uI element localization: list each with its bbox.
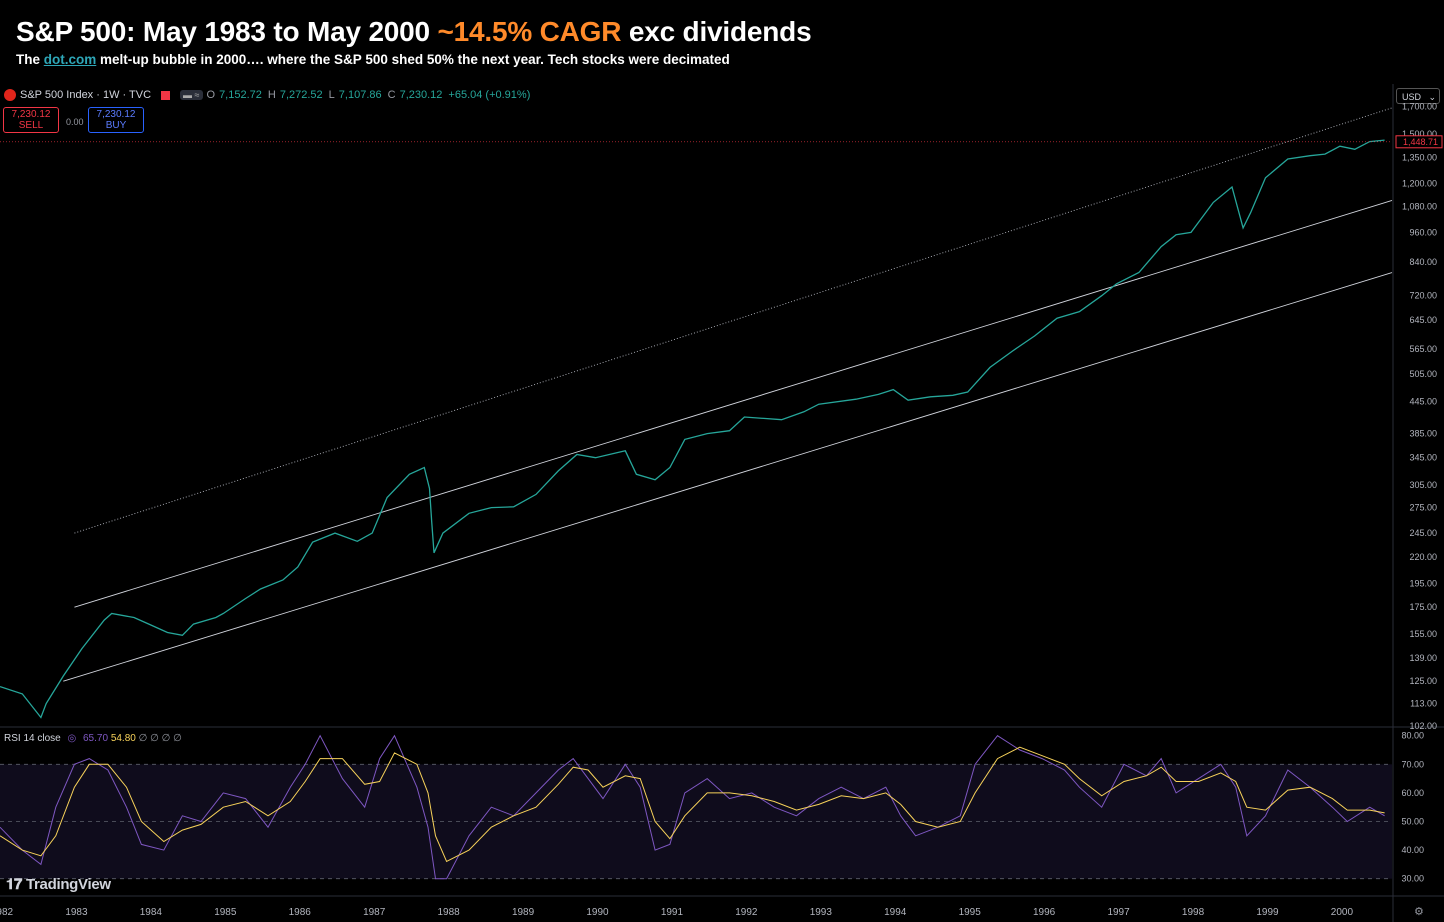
time-tick-label: 1991: [661, 907, 684, 918]
rsi-tick-label: 80.00: [1401, 731, 1424, 741]
gear-icon[interactable]: ⚙: [1414, 906, 1424, 918]
high-value: 7,272.52: [279, 89, 323, 101]
price-tick-label: 565.00: [1409, 344, 1437, 354]
last-price-box: [1395, 135, 1443, 149]
time-tick-label: 1998: [1182, 907, 1205, 918]
time-tick-label: 1982: [0, 907, 14, 918]
price-tick-label: 1,500.00: [1402, 129, 1437, 139]
symbol-legend: S&P 500 Index · 1W · TVC ▬ ≈ O 7,152.72 H…: [4, 89, 530, 101]
currency-selector[interactable]: USD ⌄: [1396, 88, 1440, 104]
tradingview-logo: 𝟏𝟕 TradingView: [6, 876, 111, 893]
settings-circle-icon[interactable]: ◎: [67, 733, 77, 744]
trend-line: [74, 199, 1393, 608]
close-value: 7,230.12: [399, 89, 443, 101]
rsi-tick-label: 50.00: [1401, 817, 1424, 827]
price-tick-label: 960.00: [1409, 227, 1437, 237]
time-tick-label: 1990: [586, 907, 609, 918]
price-tick-label: 175.00: [1409, 602, 1437, 612]
price-tick-label: 1,080.00: [1402, 201, 1437, 211]
rsi-value: 65.70: [83, 733, 109, 744]
cagr-highlight: ~14.5% CAGR: [437, 16, 622, 47]
time-tick-label: 2000: [1331, 907, 1354, 918]
buy-button[interactable]: 7,230.12 BUY: [88, 107, 144, 133]
rsi-tick-label: 30.00: [1401, 874, 1424, 884]
price-tick-label: 345.00: [1409, 453, 1437, 463]
tv-logo-icon: 𝟏𝟕: [6, 876, 23, 893]
time-tick-label: 1985: [214, 907, 237, 918]
low-value: 7,107.86: [338, 89, 382, 101]
rsi-tick-label: 40.00: [1401, 845, 1424, 855]
price-tick-label: 840.00: [1409, 257, 1437, 267]
time-tick-label: 1987: [363, 907, 386, 918]
price-tick-label: 1,700.00: [1402, 102, 1437, 112]
trend-line: [74, 107, 1393, 534]
time-tick-label: 1995: [959, 907, 982, 918]
time-tick-label: 1992: [735, 907, 758, 918]
rsi-ma-value: 54.80: [110, 733, 136, 744]
price-tick-label: 220.00: [1409, 552, 1437, 562]
rsi-tick-label: 60.00: [1401, 788, 1424, 798]
dotcom-link[interactable]: dot.com: [43, 52, 97, 67]
price-tick-label: 195.00: [1409, 578, 1437, 588]
symbol-name[interactable]: S&P 500 Index · 1W · TVC: [20, 89, 152, 101]
price-tick-label: 505.00: [1409, 369, 1437, 379]
change-value: +65.04 (+0.91%): [448, 89, 531, 101]
sell-button[interactable]: 7,230.12 SELL: [3, 107, 59, 133]
time-tick-label: 1996: [1033, 907, 1056, 918]
time-tick-label: 1983: [65, 907, 88, 918]
price-tick-label: 445.00: [1409, 397, 1437, 407]
price-tick-label: 1,350.00: [1402, 152, 1437, 162]
spread-value: 0.00: [66, 117, 84, 127]
eye-toggle-icon[interactable]: ▬ ≈: [180, 90, 203, 100]
time-tick-label: 1999: [1256, 907, 1279, 918]
price-tick-label: 720.00: [1409, 291, 1437, 301]
open-value: 7,152.72: [219, 89, 262, 101]
price-tick-label: 275.00: [1409, 503, 1437, 513]
price-tick-label: 1,200.00: [1402, 178, 1437, 188]
price-tick-label: 385.00: [1409, 429, 1437, 439]
price-tick-label: 645.00: [1409, 315, 1437, 325]
flag-icon[interactable]: [161, 90, 171, 100]
rsi-line: [0, 734, 1385, 880]
chevron-down-icon: ⌄: [1428, 92, 1436, 102]
time-tick-label: 1993: [810, 907, 833, 918]
trend-line: [63, 272, 1393, 682]
rsi-legend: RSI 14 close ◎ 65.70 54.80 ∅ ∅ ∅ ∅: [4, 733, 182, 744]
price-tick-label: 139.00: [1409, 653, 1437, 663]
time-tick-label: 1984: [140, 907, 163, 918]
sp500-logo-icon: [4, 89, 16, 101]
price-tick-label: 113.00: [1410, 698, 1437, 708]
time-tick-label: 1994: [884, 907, 907, 918]
chart-subtitle: The dot.com melt-up bubble in 2000…. whe…: [16, 52, 730, 67]
price-tick-label: 125.00: [1409, 676, 1437, 686]
rsi-tick-label: 70.00: [1401, 759, 1424, 769]
time-tick-label: 1986: [289, 907, 312, 918]
price-tick-label: 155.00: [1409, 629, 1437, 639]
price-tick-label: 102.00: [1409, 721, 1437, 731]
time-tick-label: 1997: [1107, 907, 1130, 918]
price-tick-label: 305.00: [1409, 480, 1437, 490]
price-tick-label: 245.00: [1409, 528, 1437, 538]
price-series-line: [0, 139, 1385, 719]
last-price-label: 1,448.71: [1403, 137, 1438, 147]
time-tick-label: 1989: [512, 907, 535, 918]
rsi-ma-line: [0, 746, 1385, 863]
time-tick-label: 1988: [438, 907, 461, 918]
chart-title: S&P 500: May 1983 to May 2000 ~14.5% CAG…: [16, 16, 812, 47]
